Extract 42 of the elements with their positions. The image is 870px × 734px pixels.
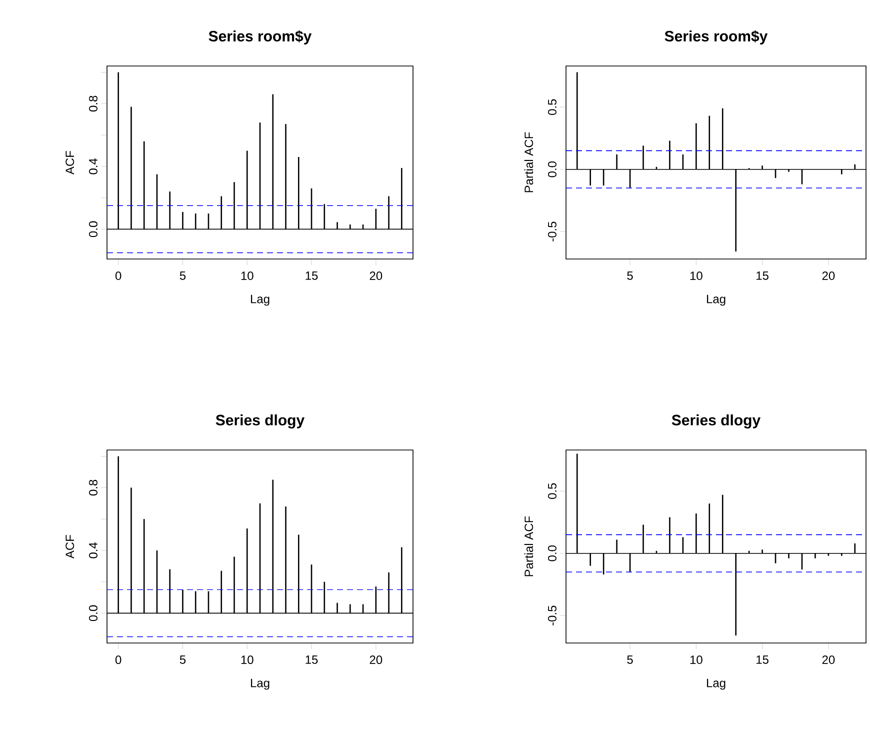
chart-title: Series room$y (208, 30, 312, 44)
x-tick-label: 15 (306, 656, 318, 664)
chart-title: Series room$y (664, 30, 768, 44)
x-axis-title: Lag (250, 294, 270, 306)
x-tick-label: 10 (241, 656, 254, 664)
y-tick-label: -0.5 (548, 606, 556, 626)
x-tick-label: 20 (370, 656, 382, 664)
x-tick-label: 0 (115, 656, 122, 664)
y-tick-label: 0.8 (88, 480, 98, 496)
x-tick-label: 15 (756, 272, 768, 280)
y-tick-label: 0.4 (88, 158, 98, 174)
y-tick-label: 0.0 (548, 161, 556, 178)
y-tick-label: 0.0 (88, 605, 98, 622)
x-tick-label: 20 (822, 656, 835, 664)
x-tick-label: 10 (690, 656, 702, 664)
y-axis-title: Partial ACF (524, 516, 534, 576)
x-tick-label: 5 (627, 656, 633, 664)
y-tick-label: 0.0 (548, 545, 556, 562)
y-tick-label: 0.8 (88, 96, 98, 112)
x-tick-label: 5 (627, 272, 633, 280)
x-tick-label: 5 (180, 656, 186, 664)
x-axis-title: Lag (706, 678, 726, 690)
x-tick-label: 5 (180, 272, 186, 280)
x-tick-label: 20 (822, 272, 835, 280)
x-axis-title: Lag (250, 678, 270, 690)
y-axis-title: Partial ACF (524, 132, 534, 192)
y-tick-label: 0.5 (548, 99, 556, 115)
x-tick-label: 10 (690, 272, 702, 280)
chart-title: Series dlogy (216, 414, 305, 428)
x-tick-label: 20 (370, 272, 382, 280)
x-tick-label: 15 (756, 656, 768, 664)
y-tick-label: 0.0 (88, 221, 98, 238)
x-tick-label: 0 (115, 272, 122, 280)
chart-title: Series dlogy (672, 414, 761, 428)
y-axis-title: ACF (66, 150, 74, 174)
x-tick-label: 15 (306, 272, 318, 280)
y-tick-label: -0.5 (548, 222, 556, 242)
x-axis-title: Lag (706, 294, 726, 306)
y-tick-label: 0.4 (88, 542, 98, 558)
y-axis-title: ACF (66, 534, 74, 558)
y-tick-label: 0.5 (548, 483, 556, 499)
x-tick-label: 10 (241, 272, 254, 280)
